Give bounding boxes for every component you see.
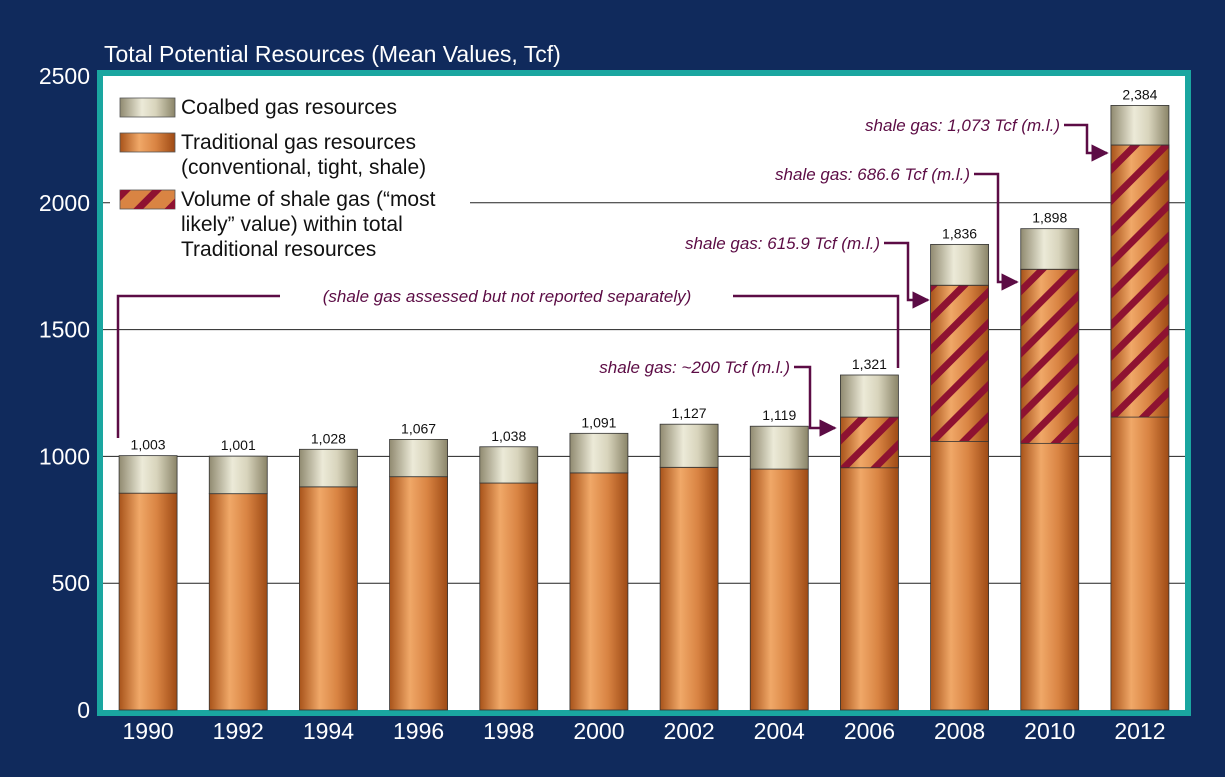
x-tick-2012: 2012 <box>1114 718 1165 744</box>
y-tick-500: 500 <box>52 570 90 596</box>
legend-label-shale-line-2: likely” value) within total <box>181 213 403 236</box>
legend-label-shale-line-3: Traditional resources <box>181 238 376 261</box>
y-axis-ticks: 0 500 1000 1500 2000 2500 <box>39 63 90 723</box>
bar-traditional-1994 <box>299 486 358 711</box>
y-tick-2000: 2000 <box>39 190 90 216</box>
bar-traditional-1996 <box>389 476 448 711</box>
x-tick-2004: 2004 <box>754 718 805 744</box>
annotation-not-reported: (shale gas assessed but not reported sep… <box>323 287 692 306</box>
total-label-2008: 1,836 <box>942 225 977 241</box>
total-label-1996: 1,067 <box>401 420 436 436</box>
bar-coalbed-2012 <box>1110 105 1170 146</box>
bar-shale-2006 <box>840 416 899 469</box>
annotation-shale-2006: shale gas: ~200 Tcf (m.l.) <box>599 358 790 377</box>
x-tick-2000: 2000 <box>573 718 624 744</box>
bars <box>118 105 1170 711</box>
bar-coalbed-2008 <box>930 243 989 286</box>
y-tick-0: 0 <box>77 697 90 723</box>
bar-coalbed-1994 <box>299 448 358 488</box>
arrow-shale-2012 <box>1064 123 1109 162</box>
x-tick-2008: 2008 <box>934 718 985 744</box>
total-labels: 1,003 1,001 1,028 1,067 1,038 1,091 1,127 1,119… <box>131 86 1158 453</box>
bar-traditional-1998 <box>479 482 539 711</box>
bar-coalbed-2002 <box>659 423 719 468</box>
total-label-2012: 2,384 <box>1122 86 1157 102</box>
legend-label-coalbed: Coalbed gas resources <box>181 96 397 119</box>
bar-shale-2012 <box>1110 144 1170 418</box>
total-label-2000: 1,091 <box>581 414 616 430</box>
total-label-2002: 1,127 <box>672 405 707 421</box>
annotation-shale-2010: shale gas: 686.6 Tcf (m.l.) <box>775 165 970 184</box>
x-tick-2010: 2010 <box>1024 718 1075 744</box>
bracket-not-reported <box>116 294 900 438</box>
y-tick-2500: 2500 <box>39 63 90 89</box>
legend-swatch-shale-hatch <box>120 190 175 209</box>
y-tick-1500: 1500 <box>39 317 90 343</box>
bar-traditional-1990 <box>118 492 178 711</box>
total-label-1998: 1,038 <box>491 428 526 444</box>
legend-swatch-coalbed <box>119 97 176 118</box>
bar-coalbed-2000 <box>569 432 629 474</box>
x-tick-1996: 1996 <box>393 718 444 744</box>
bar-coalbed-2004 <box>749 425 809 470</box>
legend-label-traditional-line-2: (conventional, tight, shale) <box>181 156 426 179</box>
arrow-shale-2010 <box>974 172 1019 291</box>
legend-swatch-traditional <box>119 132 176 153</box>
bar-coalbed-2010 <box>1020 228 1080 270</box>
total-label-2004: 1,119 <box>762 407 796 423</box>
y-tick-1000: 1000 <box>39 443 90 469</box>
x-tick-1998: 1998 <box>483 718 534 744</box>
bar-coalbed-2006 <box>840 374 899 418</box>
legend-label-shale: Volume of shale gas (“most likely” value… <box>181 188 441 261</box>
arrow-shale-2006 <box>794 365 837 437</box>
x-tick-1990: 1990 <box>122 718 173 744</box>
total-label-1990: 1,003 <box>131 437 166 453</box>
bar-coalbed-1992 <box>208 455 268 495</box>
bar-traditional-1992 <box>208 493 268 711</box>
total-label-1994: 1,028 <box>311 430 346 446</box>
x-tick-2002: 2002 <box>663 718 714 744</box>
annotation-shale-2008: shale gas: 615.9 Tcf (m.l.) <box>685 234 880 253</box>
bar-shale-2010 <box>1020 268 1080 444</box>
x-tick-1994: 1994 <box>303 718 354 744</box>
x-axis-ticks: 1990 1992 1994 1996 1998 2000 2002 2004 2006 2008… <box>122 718 1165 744</box>
bar-coalbed-1998 <box>479 446 539 484</box>
annotations: (shale gas assessed but not reported sep… <box>116 116 1109 438</box>
arrow-shale-2008 <box>884 241 930 309</box>
x-tick-1992: 1992 <box>213 718 264 744</box>
legend-label-traditional: Traditional gas resources (conventional,… <box>181 131 426 179</box>
gridlines <box>103 202 1185 584</box>
bar-coalbed-1996 <box>389 439 448 478</box>
x-tick-2006: 2006 <box>844 718 895 744</box>
total-label-2010: 1,898 <box>1032 210 1067 226</box>
legend-label-traditional-line-1: Traditional gas resources <box>181 131 416 154</box>
bar-coalbed-1990 <box>118 455 178 494</box>
bar-shale-2008 <box>930 284 989 442</box>
total-label-2006: 1,321 <box>852 356 887 372</box>
total-label-1992: 1,001 <box>221 437 256 453</box>
legend: Coalbed gas resources Traditional gas re… <box>110 86 470 266</box>
y-axis-title: Total Potential Resources (Mean Values, … <box>104 41 561 67</box>
bar-traditional-2000 <box>569 472 629 711</box>
legend-label-shale-line-1: Volume of shale gas (“most <box>181 188 436 211</box>
bar-traditional-2002 <box>659 466 719 711</box>
bar-traditional-2004 <box>749 468 809 711</box>
annotation-shale-2012: shale gas: 1,073 Tcf (m.l.) <box>865 116 1060 135</box>
